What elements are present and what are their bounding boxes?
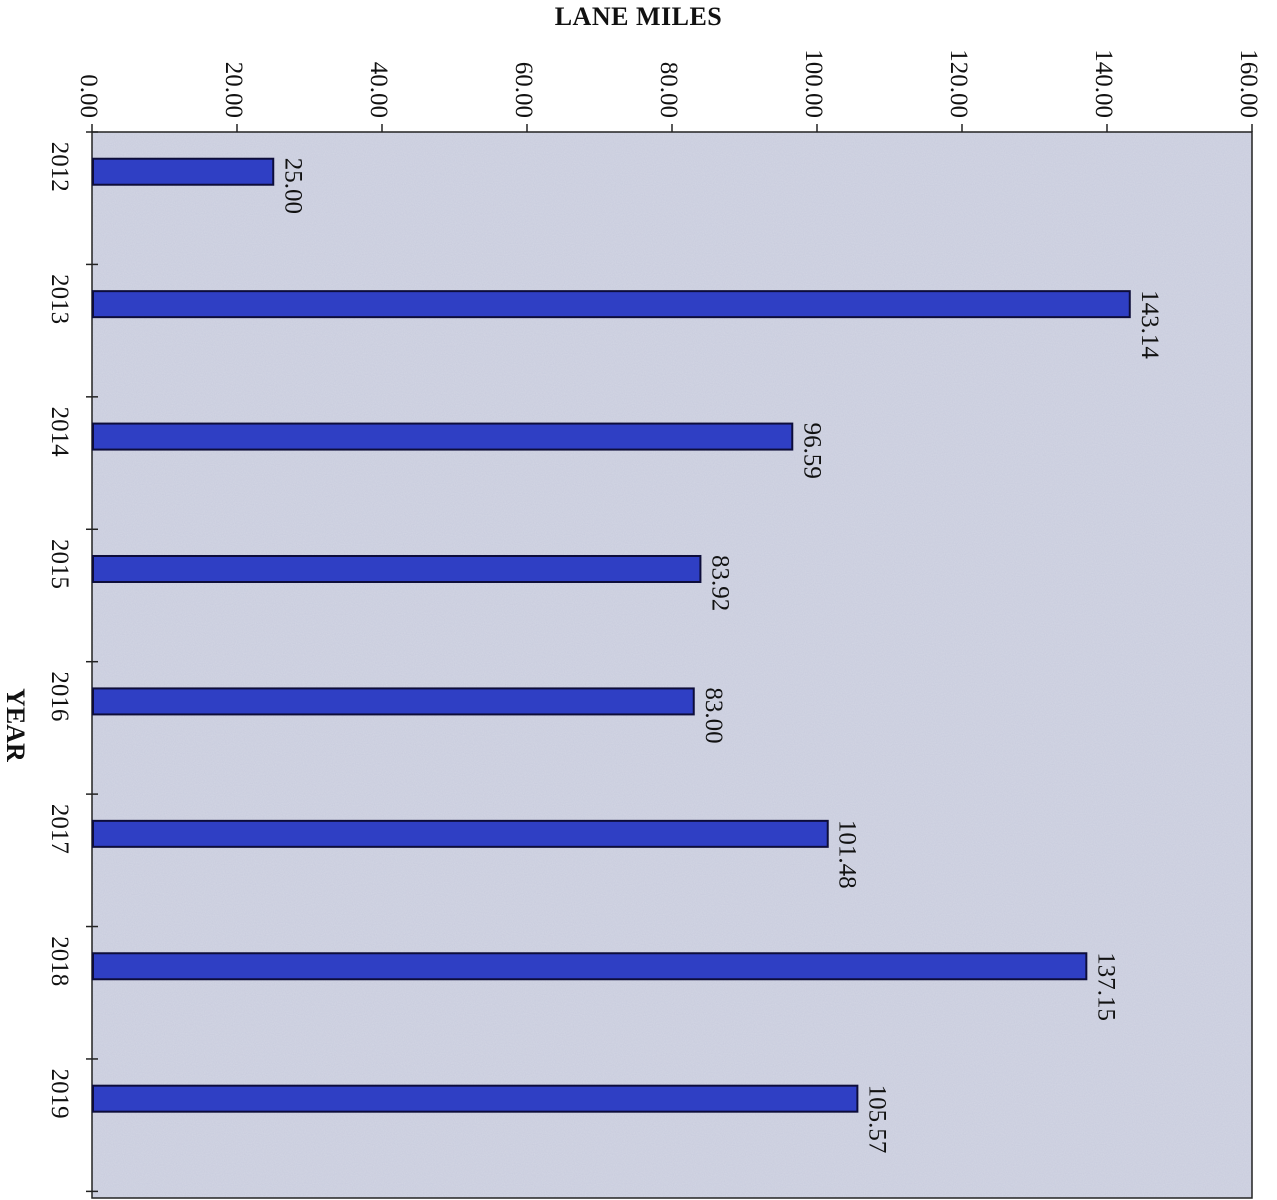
data-label: 137.15: [1092, 952, 1119, 1021]
data-label: 25.00: [279, 158, 306, 214]
bar: [92, 952, 1088, 981]
bar: [92, 554, 702, 583]
x-tick-label: 160.00: [1235, 49, 1262, 118]
x-tick-label: 140.00: [1090, 49, 1117, 118]
x-tick-label: 20.00: [220, 62, 247, 118]
bar: [92, 290, 1131, 319]
data-label: 83.92: [706, 555, 733, 611]
x-tick-label: 0.00: [75, 74, 102, 118]
x-tick-label: 40.00: [365, 62, 392, 118]
x-tick-label: 100.00: [800, 49, 827, 118]
x-tick-label: 80.00: [655, 62, 682, 118]
data-label: 143.14: [1136, 290, 1163, 359]
x-tick-label: 120.00: [945, 49, 972, 118]
category-label: 2014: [46, 407, 73, 458]
category-label: 2015: [46, 539, 73, 589]
category-label: 2017: [46, 804, 73, 854]
bar: [92, 819, 829, 848]
category-label: 2016: [46, 671, 73, 721]
x-axis-title: LANE MILES: [554, 2, 723, 31]
data-label: 101.48: [834, 820, 861, 889]
category-label: 2018: [46, 936, 73, 986]
data-label: 105.57: [863, 1085, 890, 1154]
category-label: 2012: [46, 142, 73, 192]
bar: [92, 422, 794, 451]
bar: [92, 157, 275, 186]
data-label: 83.00: [700, 687, 727, 743]
x-tick-label: 60.00: [510, 62, 537, 118]
data-label: 96.59: [798, 423, 825, 479]
category-label: 2019: [46, 1069, 73, 1119]
bar: [92, 1084, 859, 1113]
category-label: 2013: [46, 274, 73, 324]
bar: [92, 687, 695, 716]
